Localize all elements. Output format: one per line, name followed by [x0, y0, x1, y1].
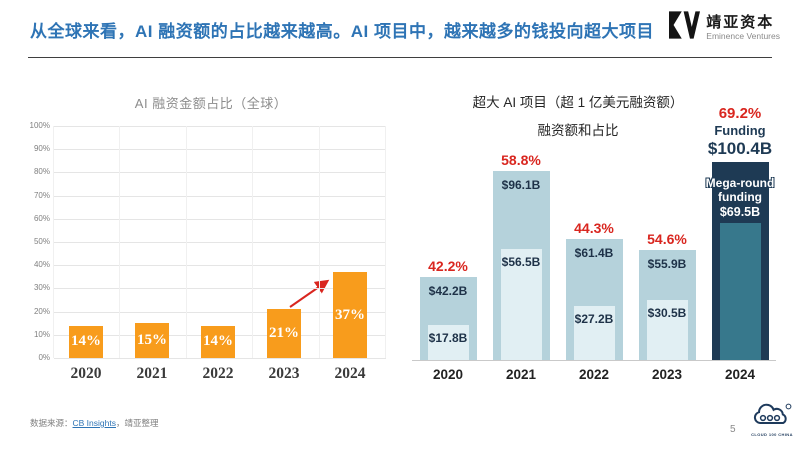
x-tick-label: 2024: [724, 367, 756, 382]
header-divider: [28, 57, 772, 58]
mega-value-label-2024: $69.5B: [719, 205, 761, 220]
mega-round-bar-2023: [646, 299, 688, 360]
y-tick-label: 70%: [33, 190, 50, 200]
y-tick-label: 100%: [29, 121, 50, 130]
grid-line-vertical: [53, 126, 54, 358]
mega-caption-line1: Mega-round: [705, 176, 775, 191]
bar-2022: 14%: [201, 325, 235, 358]
grid-line: [54, 172, 386, 174]
mega-round-bar-2022: [573, 306, 615, 360]
share-label-2020: 42.2%: [428, 257, 468, 274]
funding-value-label-2021: $96.1B: [501, 177, 541, 192]
funding-value-label-2020: $42.2B: [428, 283, 468, 298]
grid-line: [54, 358, 386, 359]
x-axis-line: [412, 360, 776, 361]
left-chart-global-share: AI 融资金额占比（全球） 0% 10% 20% 30% 40% 50% 60% 70% 80%…: [28, 88, 394, 388]
eminence-ventures-logo-icon: [669, 11, 701, 44]
y-tick-label: 30%: [33, 283, 50, 293]
right-chart-title: 超大 AI 项目（超 1 亿美元融资额）: [472, 95, 684, 110]
left-chart-title: AI 融资金额占比（全球）: [134, 96, 288, 111]
y-tick-label: 20%: [33, 306, 50, 316]
mega-round-bar-2024: [719, 223, 761, 360]
x-tick-label: 2022: [578, 367, 610, 382]
mega-value-label-2022: $27.2B: [574, 312, 614, 327]
highlight-header-stack: 69.2% Funding $100.4B: [690, 105, 790, 158]
grid-line-vertical: [185, 126, 187, 358]
grid-line: [54, 126, 386, 127]
x-tick-label: 2023: [268, 365, 300, 382]
grid-line-vertical: [252, 126, 254, 358]
company-logo-subtitle: Eminence Ventures: [706, 30, 780, 41]
grid-line-vertical: [119, 126, 121, 358]
x-tick-label: 2020: [70, 365, 102, 382]
source-prefix: 数据来源：: [30, 418, 73, 428]
grid-line: [54, 265, 386, 267]
mega-round-caption-stack: Mega-round funding $69.5B: [694, 177, 786, 220]
bar-2021: 15%: [135, 323, 169, 358]
mega-value-label-2020: $17.8B: [428, 330, 468, 345]
funding-caption: Funding: [714, 123, 766, 139]
right-chart-subtitle: 融资额和占比: [537, 123, 619, 138]
y-tick-label: 90%: [33, 144, 50, 154]
grid-line: [54, 149, 386, 151]
mega-value-label-2023: $30.5B: [647, 305, 687, 320]
cloud-icon: [751, 403, 793, 431]
page-title: 从全球来看，AI 融资额的占比越来越高。AI 项目中，越来越多的钱投向超大项目: [30, 22, 654, 41]
grid-line-vertical: [318, 126, 320, 358]
y-tick-label: 60%: [33, 213, 50, 223]
mega-value-label-2021: $56.5B: [501, 254, 541, 269]
grid-line: [54, 242, 386, 243]
grid-line-vertical: [385, 126, 386, 358]
mega-caption-line2: funding: [718, 189, 762, 204]
x-tick-label: 2021: [505, 367, 537, 382]
bar-2023: 21%: [267, 309, 301, 358]
y-tick-label: 50%: [33, 237, 50, 246]
y-tick-label: 80%: [33, 167, 50, 177]
funding-value-label-2022: $61.4B: [574, 246, 614, 260]
grid-line: [54, 218, 386, 220]
source-suffix: ，靖亚整理: [115, 418, 159, 428]
share-label-2022: 44.3%: [574, 220, 614, 236]
funding-value-label-2023: $55.9B: [647, 256, 687, 271]
grid-line: [54, 288, 386, 290]
cloud-logo-caption: CLOUD 100 CHINA: [751, 432, 793, 437]
bar-2020: 14%: [69, 325, 103, 358]
grid-line: [54, 195, 386, 197]
mega-round-bar-2020: [427, 324, 469, 360]
mega-round-bar-2021: [500, 248, 542, 360]
y-tick-label: 0%: [38, 353, 50, 362]
x-tick-label: 2021: [136, 365, 168, 382]
right-chart-mega-projects: 超大 AI 项目（超 1 亿美元融资额） 融资额和占比 42.2% $42.2B $…: [412, 88, 780, 388]
company-logo: 靖亚资本 Eminence Ventures: [669, 11, 780, 44]
x-tick-label: 2023: [651, 367, 683, 382]
cloud-100-china-logo: CLOUD 100 CHINA: [750, 403, 794, 437]
y-tick-label: 10%: [33, 329, 50, 339]
page-number: 5: [730, 424, 736, 435]
funding-value-label-2024: $100.4B: [707, 139, 773, 159]
share-label-2021: 58.8%: [501, 151, 541, 168]
y-tick-label: 40%: [33, 260, 50, 270]
x-tick-label: 2020: [432, 367, 464, 382]
data-source-note: 数据来源：CB Insights，靖亚整理: [30, 417, 159, 429]
grid-line: [54, 311, 386, 313]
company-logo-name: 靖亚资本: [706, 13, 775, 31]
x-tick-label: 2022: [202, 365, 234, 382]
share-label-2024: 69.2%: [718, 105, 762, 123]
share-label-2023: 54.6%: [647, 230, 687, 247]
bar-2024: 37%: [333, 272, 367, 358]
cb-insights-link[interactable]: CB Insights: [72, 418, 116, 428]
x-tick-label: 2024: [334, 365, 366, 382]
